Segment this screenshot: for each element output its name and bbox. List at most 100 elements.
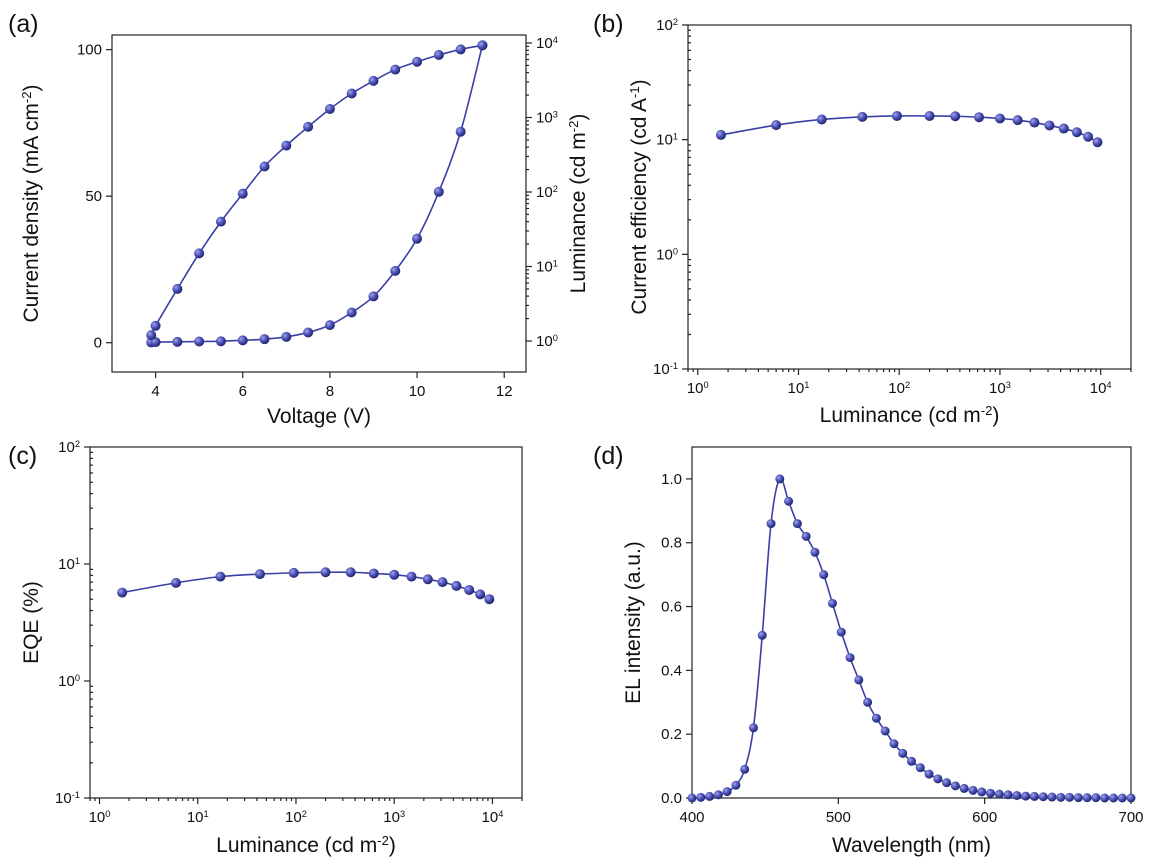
luminance-point <box>368 75 379 86</box>
series-d-point <box>819 570 829 580</box>
series-c-point <box>437 577 448 588</box>
series-d-point <box>898 748 908 758</box>
x-axis-title: Wavelength (nm) <box>832 834 991 857</box>
current-density-point <box>237 335 248 346</box>
y-tick-label: 50 <box>85 188 102 205</box>
current-density-point <box>346 307 357 318</box>
plot-frame <box>111 34 527 373</box>
current-density-point <box>455 126 466 137</box>
series-d-point <box>977 787 987 797</box>
series-b-point <box>1044 120 1055 131</box>
y-tick-label: 101 <box>58 556 80 573</box>
series-c-point <box>345 567 356 578</box>
series-d-point <box>1108 793 1118 803</box>
y2-tick-label: 102 <box>536 184 558 201</box>
x-tick-label: 101 <box>187 809 209 826</box>
current-density-point <box>194 336 205 347</box>
current-density-point <box>368 291 379 302</box>
series-b-point <box>857 111 868 122</box>
y2-tick-label: 101 <box>536 259 558 276</box>
series-d-point <box>1029 791 1039 801</box>
series-d-point <box>1117 793 1127 803</box>
luminance-point <box>303 121 314 132</box>
x-tick-label: 101 <box>788 380 810 397</box>
series-d-point <box>713 790 723 800</box>
current-density-point <box>433 186 444 197</box>
luminance-point <box>172 283 183 294</box>
series-d-point <box>740 764 750 774</box>
series-b-point <box>1083 131 1094 142</box>
series-d-point <box>880 726 890 736</box>
series-b-point <box>891 110 902 121</box>
series-d-point <box>784 496 794 506</box>
x-tick-label: 100 <box>687 380 709 397</box>
x-axis-title: Voltage (V) <box>267 405 371 428</box>
series-d-point <box>933 774 943 784</box>
y-axis-title: Current density (mA cm-2) <box>19 85 44 323</box>
series-d-point <box>792 519 802 529</box>
luminance-point <box>281 140 292 151</box>
series-c-point <box>215 571 226 582</box>
current-density-point <box>303 327 314 338</box>
series-b-point <box>1071 127 1082 138</box>
series-d-point <box>924 769 934 779</box>
x-tick-label: 102 <box>285 809 307 826</box>
y-axis-title: Current efficiency (cd A-1) <box>627 79 652 314</box>
y-tick-label: 0.0 <box>661 790 682 807</box>
series-d-point <box>1003 790 1013 800</box>
current-density-point <box>172 336 183 347</box>
series-b-point <box>924 110 935 121</box>
series-d-point <box>1038 792 1048 802</box>
y-tick-label: 0.2 <box>661 726 682 743</box>
series-b-point <box>1092 137 1103 148</box>
series-d-point <box>994 789 1004 799</box>
luminance-point <box>324 104 335 115</box>
x-tick-label: 400 <box>679 809 704 826</box>
series-d-point <box>696 792 706 802</box>
series-c-point <box>368 568 379 579</box>
series-d-point <box>810 547 820 557</box>
x-tick-label: 600 <box>972 809 997 826</box>
y-tick-label: 102 <box>656 17 678 34</box>
series-d-point <box>827 598 837 608</box>
series-d-point <box>1056 792 1066 802</box>
x-tick-label: 8 <box>326 383 334 400</box>
luminance-point <box>150 320 161 331</box>
y-tick-label: 1.0 <box>661 471 682 488</box>
series-d-point <box>1073 793 1083 803</box>
series-d-point <box>942 778 952 788</box>
panel-label: (d) <box>593 442 624 470</box>
luminance-point <box>215 216 226 227</box>
y-tick-label: 100 <box>656 246 678 263</box>
current-density-point <box>324 320 335 331</box>
panel-a: (a) 4 6 8 10 12 Voltage (V) 0 50 100 Current densi… <box>8 10 590 428</box>
x-tick-label: 10 <box>409 383 426 400</box>
series-c-point <box>117 587 128 598</box>
series-d-point <box>705 791 715 801</box>
series-b-point <box>816 114 827 125</box>
series-d-point <box>854 675 864 685</box>
series-c-point <box>451 580 462 591</box>
series-d-point <box>722 787 732 797</box>
series-d-point <box>1012 790 1022 800</box>
x-tick-label: 12 <box>496 383 513 400</box>
series-d-point <box>766 519 776 529</box>
series-c-point <box>406 571 417 582</box>
series-d-point <box>1091 793 1101 803</box>
series-c-point <box>170 577 181 588</box>
series-d-point <box>801 531 811 541</box>
series-d-point <box>959 783 969 793</box>
series-c-point <box>475 589 486 600</box>
plot-frame <box>691 446 1132 799</box>
series-b-point <box>974 112 985 123</box>
current-density-point <box>390 265 401 276</box>
series-d-point <box>968 785 978 795</box>
current-density-line <box>151 45 484 344</box>
luminance-point <box>433 50 444 61</box>
series-d-point <box>863 697 873 707</box>
y-tick-label: 0.4 <box>661 662 682 679</box>
y-axis-title: EL intensity (a.u.) <box>622 541 645 704</box>
x-tick-label: 100 <box>89 809 111 826</box>
current-density-point <box>215 336 226 347</box>
series-b-point <box>1012 115 1023 126</box>
